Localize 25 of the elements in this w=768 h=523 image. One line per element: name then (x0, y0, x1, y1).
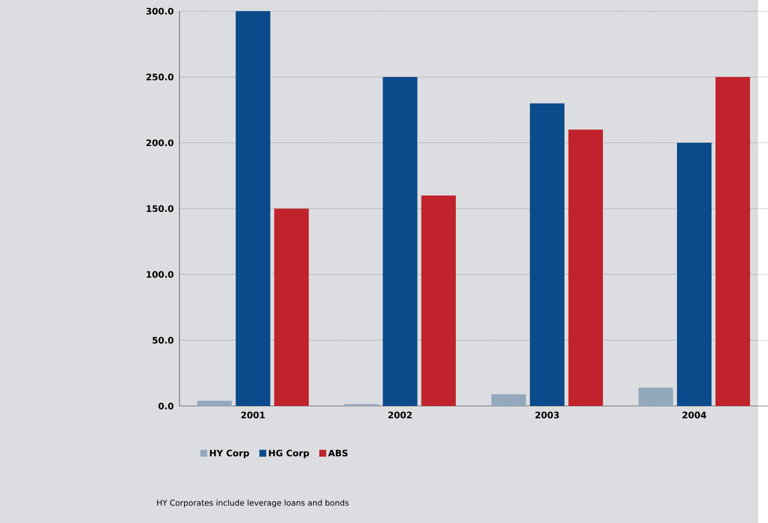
legend-label: HG Corp (269, 450, 310, 458)
y-tick-label: 100.0 (146, 270, 174, 278)
y-tick-label: 250.0 (146, 74, 174, 80)
bar (236, 11, 270, 406)
bar (274, 208, 309, 406)
x-tick-label: 2002 (388, 412, 412, 418)
bar (530, 103, 564, 406)
bar (382, 76, 418, 406)
y-tick-label: 0.0 (158, 402, 174, 410)
x-tick-label: 2001 (241, 412, 265, 418)
y-tick-label: 50.0 (152, 336, 174, 344)
legend-label: HY Corp (210, 450, 250, 458)
legend-label: ABS (328, 450, 348, 456)
y-tick-label: 150.0 (146, 205, 174, 212)
bar (676, 142, 712, 406)
bar (491, 394, 526, 406)
y-tick-label: 300.0 (146, 8, 174, 14)
x-tick-label: 2003 (536, 412, 559, 418)
x-tick-label: 2004 (682, 412, 706, 418)
y-tick-label: 200.0 (146, 139, 174, 146)
bar (197, 400, 232, 406)
bar (568, 130, 603, 406)
bar (715, 76, 750, 406)
bar (421, 195, 456, 406)
bar (638, 388, 674, 406)
